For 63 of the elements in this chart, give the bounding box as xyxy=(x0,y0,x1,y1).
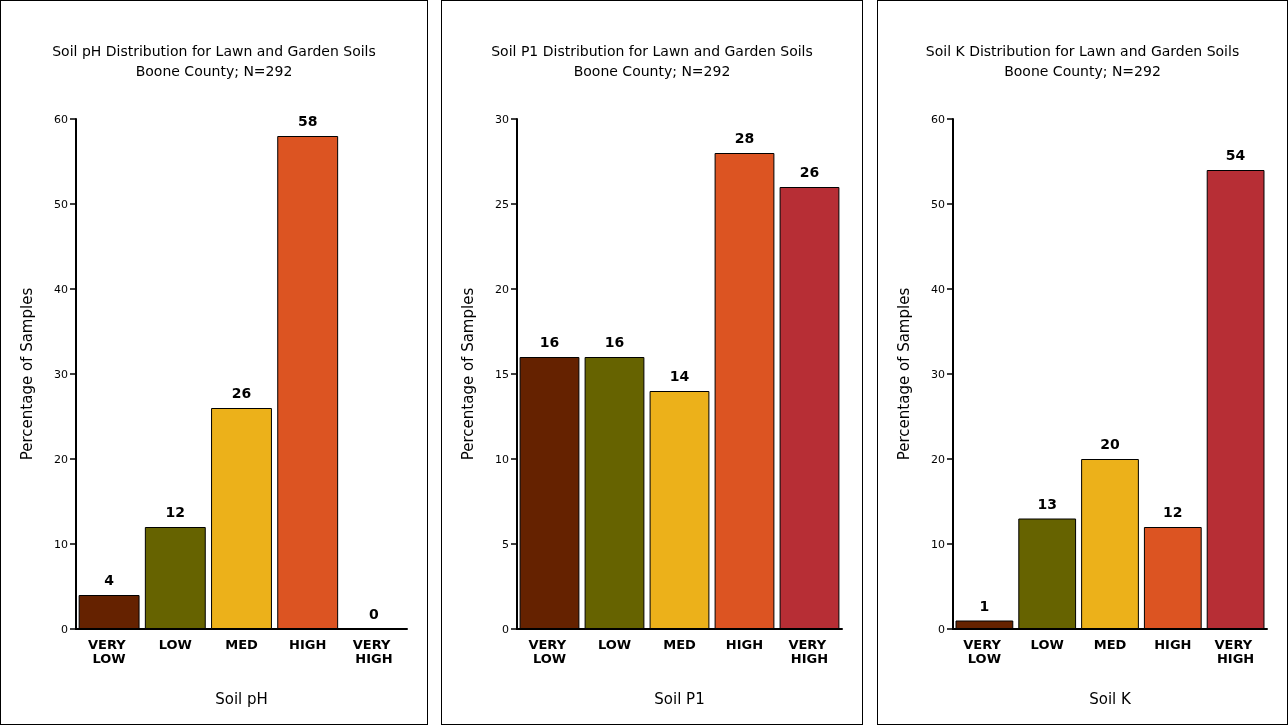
y-tick-label: 40 xyxy=(931,282,945,296)
y-tick-label: 30 xyxy=(54,367,68,381)
x-tick-label: VERY LOW xyxy=(88,636,131,666)
y-axis-title: Percentage of Samples xyxy=(17,287,36,461)
y-tick-label: 10 xyxy=(54,537,68,551)
x-tick-label: HIGH xyxy=(725,636,764,652)
y-tick-label: 10 xyxy=(931,537,945,551)
chart-subtitle: Boone County; N=292 xyxy=(573,63,731,79)
x-tick-label: VERY LOW xyxy=(963,636,1006,666)
data-label: 4 xyxy=(104,572,115,588)
x-tick-label: MED xyxy=(225,636,259,652)
data-label: 26 xyxy=(231,385,252,401)
x-axis-title: Soil P1 xyxy=(654,689,705,708)
x-tick-label: MED xyxy=(663,636,697,652)
y-tick-label: 5 xyxy=(502,537,509,551)
x-axis-title: Soil K xyxy=(1089,689,1132,708)
data-label: 16 xyxy=(539,334,560,350)
x-tick-label: LOW xyxy=(1030,636,1064,652)
y-axis-title: Percentage of Samples xyxy=(894,287,913,461)
x-tick-label: HIGH xyxy=(1154,636,1192,652)
y-tick-label: 50 xyxy=(54,197,68,211)
data-label: 12 xyxy=(165,504,186,520)
chart-title: Soil K Distribution for Lawn and Garden Soils xyxy=(925,43,1240,59)
x-tick-label: VERY LOW xyxy=(528,636,571,666)
y-axis-title: Percentage of Samples xyxy=(458,287,477,461)
y-tick-label: 30 xyxy=(931,367,945,381)
x-tick-label: VERY HIGH xyxy=(788,636,831,666)
y-tick-label: 20 xyxy=(495,282,509,296)
y-tick-label: 15 xyxy=(495,367,509,381)
chart-title: Soil P1 Distribution for Lawn and Garden Soils xyxy=(491,43,813,59)
chart-title: Soil pH Distribution for Lawn and Garden Soils xyxy=(52,43,376,59)
chart-subtitle: Boone County; N=292 xyxy=(1004,63,1161,79)
data-label: 0 xyxy=(369,606,380,622)
x-axis-title: Soil pH xyxy=(215,689,268,708)
y-tick-label: 50 xyxy=(931,197,945,211)
data-label: 16 xyxy=(604,334,625,350)
data-label: 58 xyxy=(297,113,318,129)
y-tick-label: 60 xyxy=(54,112,68,126)
y-tick-label: 0 xyxy=(502,622,509,636)
x-tick-label: LOW xyxy=(597,636,632,652)
y-tick-label: 20 xyxy=(54,452,68,466)
y-tick-label: 60 xyxy=(931,112,945,126)
data-label: 20 xyxy=(1100,436,1120,452)
data-label: 26 xyxy=(799,164,820,180)
data-label: 12 xyxy=(1163,504,1183,520)
x-tick-label: VERY HIGH xyxy=(1214,636,1257,666)
y-tick-label: 0 xyxy=(61,622,68,636)
y-tick-label: 20 xyxy=(931,452,945,466)
data-label: 13 xyxy=(1037,495,1057,512)
data-label: 28 xyxy=(734,130,755,146)
y-tick-label: 10 xyxy=(495,452,509,466)
x-tick-label: VERY HIGH xyxy=(352,636,395,666)
y-tick-label: 40 xyxy=(54,282,68,296)
y-tick-label: 0 xyxy=(938,622,945,636)
chart-subtitle: Boone County; N=292 xyxy=(135,63,293,79)
x-tick-label: MED xyxy=(1093,636,1127,652)
y-tick-label: 30 xyxy=(495,112,509,126)
data-label: 1 xyxy=(979,597,990,614)
y-tick-label: 25 xyxy=(495,197,509,211)
data-label: 14 xyxy=(669,368,690,384)
x-tick-label: LOW xyxy=(158,636,192,652)
x-tick-label: HIGH xyxy=(289,636,327,652)
data-label: 54 xyxy=(1225,147,1246,163)
